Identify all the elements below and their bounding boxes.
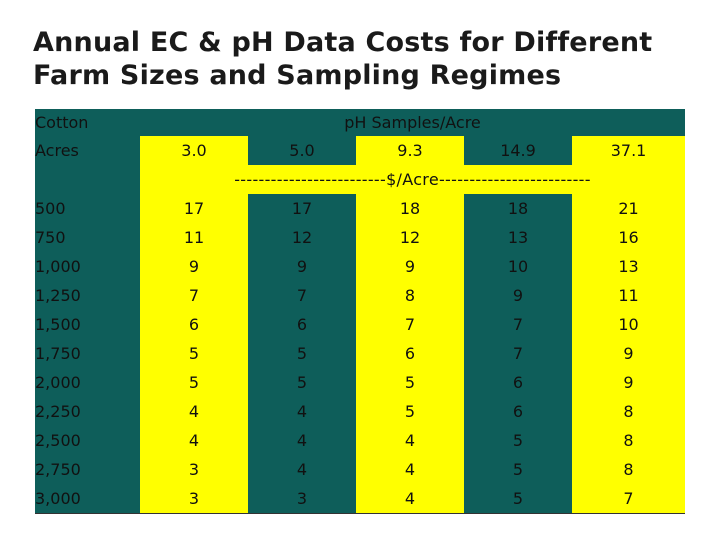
cost-cell: 3: [140, 455, 248, 484]
acres-cell: 500: [35, 194, 140, 223]
title-line-2: Farm Sizes and Sampling Regimes: [33, 60, 562, 91]
acres-cell: 2,250: [35, 397, 140, 426]
cost-cell: 4: [140, 426, 248, 455]
cost-cell: 3: [140, 484, 248, 514]
cost-cell: 9: [464, 281, 572, 310]
cost-cell: 5: [356, 368, 464, 397]
cost-cell: 5: [140, 339, 248, 368]
table-row: 1,250 7 7 8 9 11: [35, 281, 686, 310]
cost-cell: 7: [572, 484, 686, 514]
acres-cell: 1,500: [35, 310, 140, 339]
unit-label: -------------------------$/Acre---------…: [140, 165, 686, 194]
cost-cell: 4: [248, 455, 356, 484]
cost-cell: 11: [140, 223, 248, 252]
cost-cell: 4: [356, 426, 464, 455]
table-row: 1,750 5 5 6 7 9: [35, 339, 686, 368]
sample-rate-header: 9.3: [356, 136, 464, 165]
cost-cell: 8: [356, 281, 464, 310]
cost-cell: 6: [464, 368, 572, 397]
cost-cell: 6: [140, 310, 248, 339]
cost-cell: 5: [248, 339, 356, 368]
cost-cell: 12: [356, 223, 464, 252]
cost-cell: 5: [140, 368, 248, 397]
cost-cell: 9: [356, 252, 464, 281]
cost-cell: 8: [572, 455, 686, 484]
cost-cell: 6: [356, 339, 464, 368]
cost-cell: 9: [248, 252, 356, 281]
acres-label: Acres: [35, 136, 140, 165]
cost-cell: 7: [356, 310, 464, 339]
cost-cell: 21: [572, 194, 686, 223]
header-row-rates: Acres 3.0 5.0 9.3 14.9 37.1: [35, 136, 686, 165]
cost-cell: 6: [248, 310, 356, 339]
cost-cell: 4: [248, 426, 356, 455]
table-row: 2,500 4 4 4 5 8: [35, 426, 686, 455]
cost-cell: 7: [140, 281, 248, 310]
cost-cell: 8: [572, 397, 686, 426]
cost-cell: 10: [464, 252, 572, 281]
cost-cell: 9: [572, 368, 686, 397]
cost-cell: 5: [248, 368, 356, 397]
acres-cell: 1,750: [35, 339, 140, 368]
cost-cell: 5: [356, 397, 464, 426]
cost-cell: 3: [248, 484, 356, 514]
cost-cell: 10: [572, 310, 686, 339]
acres-cell: 1,000: [35, 252, 140, 281]
sample-rate-header: 14.9: [464, 136, 572, 165]
cost-cell: 9: [140, 252, 248, 281]
header-row-unit: -------------------------$/Acre---------…: [35, 165, 686, 194]
cost-cell: 5: [464, 484, 572, 514]
cost-cell: 12: [248, 223, 356, 252]
table-row: 500 17 17 18 18 21: [35, 194, 686, 223]
table-row: 750 11 12 12 13 16: [35, 223, 686, 252]
table-row: 1,000 9 9 9 10 13: [35, 252, 686, 281]
acres-cell: 750: [35, 223, 140, 252]
cost-cell: 7: [464, 310, 572, 339]
cost-cell: 6: [464, 397, 572, 426]
sample-rate-header: 5.0: [248, 136, 356, 165]
table-row: 2,750 3 4 4 5 8: [35, 455, 686, 484]
cost-cell: 13: [572, 252, 686, 281]
table-row: 2,250 4 4 5 6 8: [35, 397, 686, 426]
acres-cell: 2,500: [35, 426, 140, 455]
sample-rate-header: 3.0: [140, 136, 248, 165]
acres-cell: 2,750: [35, 455, 140, 484]
acres-cell: 2,000: [35, 368, 140, 397]
cost-cell: 5: [464, 455, 572, 484]
slide-title: Annual EC & pH Data Costs for Different …: [33, 26, 713, 92]
cost-cell: 17: [248, 194, 356, 223]
cost-cell: 13: [464, 223, 572, 252]
header-row-crop: Cotton pH Samples/Acre: [35, 109, 686, 136]
cost-cell: 4: [356, 484, 464, 514]
acres-cell: 3,000: [35, 484, 140, 514]
cost-table: Cotton pH Samples/Acre Acres 3.0 5.0 9.3…: [35, 109, 686, 514]
crop-label: Cotton: [35, 109, 140, 136]
table-row: 2,000 5 5 5 6 9: [35, 368, 686, 397]
cost-cell: 7: [248, 281, 356, 310]
cost-cell: 11: [572, 281, 686, 310]
cost-cell: 4: [356, 455, 464, 484]
acres-cell: 1,250: [35, 281, 140, 310]
sample-rate-header: 37.1: [572, 136, 686, 165]
cost-cell: 7: [464, 339, 572, 368]
title-line-1: Annual EC & pH Data Costs for Different: [33, 27, 653, 58]
cost-cell: 5: [464, 426, 572, 455]
cost-cell: 9: [572, 339, 686, 368]
cost-cell: 17: [140, 194, 248, 223]
cost-table-body: Cotton pH Samples/Acre Acres 3.0 5.0 9.3…: [35, 109, 686, 514]
ph-samples-header: pH Samples/Acre: [140, 109, 686, 136]
cost-cell: 18: [464, 194, 572, 223]
table-row: 1,500 6 6 7 7 10: [35, 310, 686, 339]
table-row: 3,000 3 3 4 5 7: [35, 484, 686, 514]
cost-cell: 18: [356, 194, 464, 223]
unit-row-spacer: [35, 165, 140, 194]
cost-cell: 4: [248, 397, 356, 426]
cost-cell: 16: [572, 223, 686, 252]
cost-cell: 8: [572, 426, 686, 455]
cost-cell: 4: [140, 397, 248, 426]
